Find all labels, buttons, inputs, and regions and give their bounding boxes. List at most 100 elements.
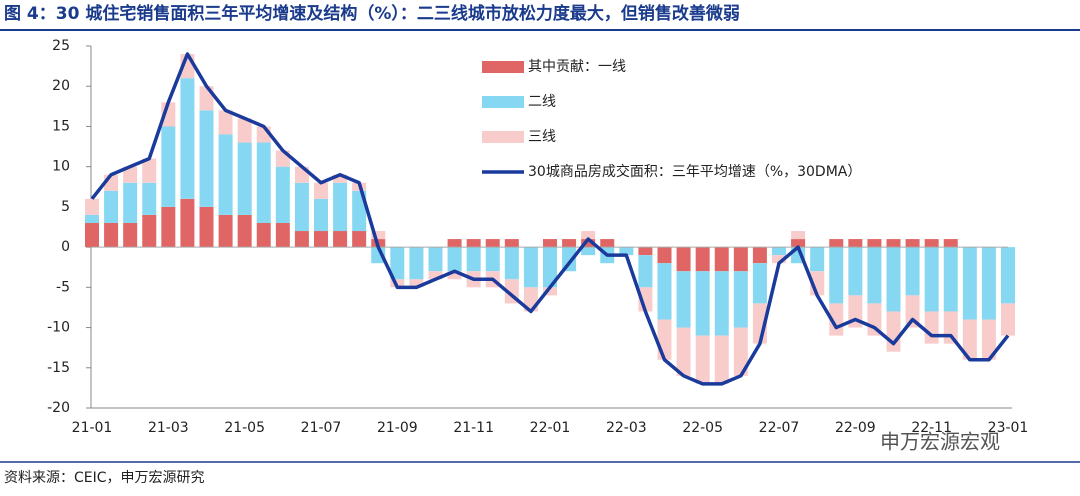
legend-label: 二线 — [528, 94, 556, 110]
bar — [123, 222, 138, 248]
bar — [199, 110, 214, 207]
bar — [218, 110, 233, 135]
y-tick-label: 15 — [52, 118, 70, 134]
bar — [657, 263, 672, 320]
bar — [924, 311, 939, 344]
bar — [333, 182, 348, 232]
bar — [447, 247, 462, 272]
bar — [752, 263, 767, 304]
bar — [237, 142, 252, 215]
legend-label: 30城商品房成交面积：三年平均增速（%，30DMA） — [528, 163, 861, 180]
bar — [294, 182, 309, 232]
bar — [447, 271, 462, 280]
bar — [447, 239, 462, 248]
bar — [123, 182, 138, 223]
y-tick-label: -20 — [47, 400, 70, 416]
bar — [657, 247, 672, 264]
bar — [466, 239, 481, 248]
bar — [733, 271, 748, 328]
bar — [180, 78, 195, 199]
bar — [791, 239, 806, 248]
bar — [886, 239, 901, 248]
bar — [390, 247, 405, 280]
bar — [218, 134, 233, 215]
chart-title: 图 4：30 城住宅销售面积三年平均增速及结构（%）：二三线城市放松力度最大，但… — [4, 3, 740, 24]
y-tick-label: 25 — [52, 38, 70, 54]
bar — [905, 239, 920, 248]
bar — [256, 222, 271, 248]
bar — [314, 231, 328, 248]
bar — [466, 247, 481, 272]
legend-swatch — [482, 96, 524, 108]
bar — [791, 231, 806, 240]
legend-swatch — [482, 61, 524, 73]
bar — [333, 174, 348, 183]
bar — [829, 247, 844, 304]
bar — [85, 198, 99, 215]
bar — [714, 335, 729, 384]
bar — [275, 222, 290, 248]
y-tick-label: -10 — [47, 320, 70, 336]
bar — [294, 231, 309, 248]
x-tick-label: 22-05 — [682, 420, 723, 436]
bar — [237, 118, 252, 143]
bar — [142, 214, 157, 248]
bar — [962, 247, 977, 320]
x-tick-label: 22-01 — [530, 420, 571, 436]
y-tick-label: 0 — [61, 239, 70, 255]
bar — [85, 222, 99, 248]
x-tick-label: 21-01 — [72, 420, 113, 436]
bar — [695, 247, 710, 272]
bar — [867, 247, 882, 304]
bar — [924, 247, 939, 312]
bar — [581, 239, 596, 248]
bar — [485, 247, 500, 272]
bar — [772, 247, 786, 256]
bar — [714, 271, 729, 336]
bar — [905, 295, 920, 328]
x-tick-label: 21-05 — [224, 420, 265, 436]
bar — [543, 247, 557, 288]
x-tick-label: 21-11 — [453, 420, 494, 436]
bar — [314, 198, 328, 232]
x-tick-label: 22-11 — [911, 420, 952, 436]
bar — [733, 327, 748, 376]
bar — [638, 255, 653, 288]
bar — [161, 206, 176, 248]
bar — [905, 247, 920, 296]
bar — [142, 158, 157, 183]
legend-label: 其中贡献：一线 — [528, 59, 626, 75]
y-tick-label: -15 — [47, 360, 70, 376]
bar — [962, 319, 977, 360]
bar — [352, 190, 367, 232]
bar — [848, 247, 863, 296]
bar — [199, 206, 214, 248]
legend-label: 三线 — [528, 129, 556, 145]
bar — [180, 198, 195, 248]
bar — [504, 239, 519, 248]
bar — [924, 239, 939, 248]
bar — [848, 239, 863, 248]
bar — [829, 239, 844, 248]
bar — [428, 247, 443, 272]
y-tick-label: 5 — [61, 199, 70, 215]
bar — [886, 247, 901, 312]
bar — [256, 142, 271, 223]
bar — [543, 239, 557, 248]
bar — [581, 247, 596, 256]
bar — [943, 311, 958, 344]
bar — [562, 239, 577, 248]
bar — [409, 279, 424, 288]
y-tick-label: 10 — [52, 159, 70, 175]
bar — [676, 247, 691, 272]
bar — [638, 247, 653, 256]
bar — [314, 182, 328, 199]
bar — [772, 255, 786, 264]
bar — [733, 247, 748, 272]
x-tick-label: 22-07 — [759, 420, 800, 436]
x-tick-label: 23-01 — [988, 420, 1029, 436]
bar — [504, 247, 519, 280]
bar — [428, 271, 443, 280]
bar — [981, 247, 996, 320]
bar — [752, 247, 767, 264]
